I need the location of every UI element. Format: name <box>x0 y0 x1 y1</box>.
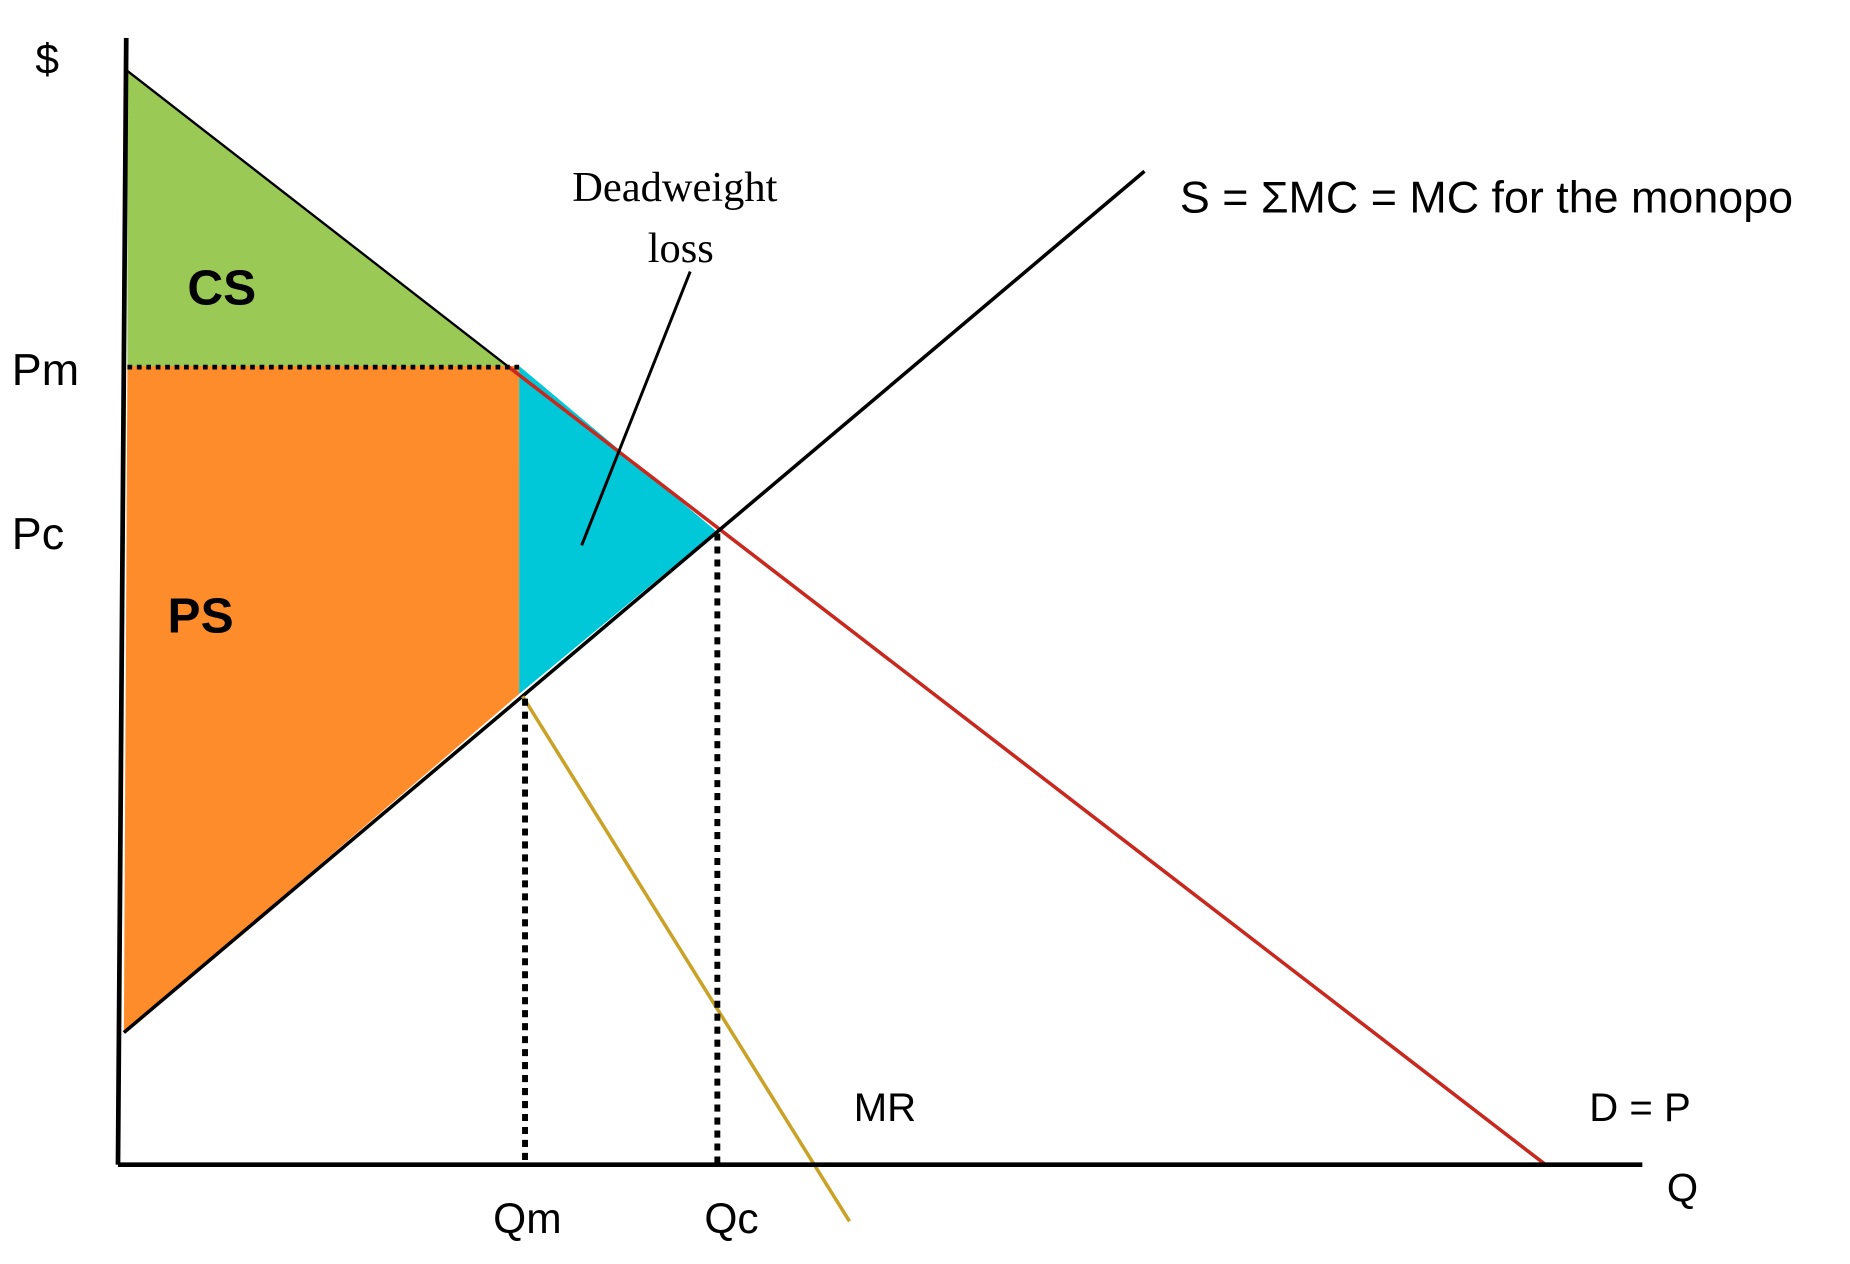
dwl-pointer <box>580 271 692 546</box>
x-axis-label: Q <box>1667 1166 1698 1210</box>
cs-label: CS <box>187 260 256 316</box>
ps-label: PS <box>168 588 234 644</box>
supply-curve <box>122 169 1146 1034</box>
producer-surplus-area <box>123 365 520 1033</box>
pm-label: Pm <box>12 344 79 395</box>
demand-upper <box>126 70 509 367</box>
supply-label: S = ΣMC = MC for the monopo <box>1180 172 1793 223</box>
mr-curve <box>521 695 851 1223</box>
demand-label: D = P <box>1589 1086 1690 1130</box>
deadweight-loss-area <box>519 365 717 694</box>
demand-curve <box>506 364 1547 1167</box>
pc-label: Pc <box>12 508 64 559</box>
y-axis-label: $ <box>35 35 59 82</box>
qc-label: Qc <box>704 1195 758 1242</box>
mr-label: MR <box>854 1086 916 1130</box>
dwl-label-line1: Deadweight <box>572 164 777 211</box>
dwl-label-line2: loss <box>648 225 714 272</box>
y-axis <box>115 37 129 1165</box>
qm-label: Qm <box>493 1195 561 1242</box>
